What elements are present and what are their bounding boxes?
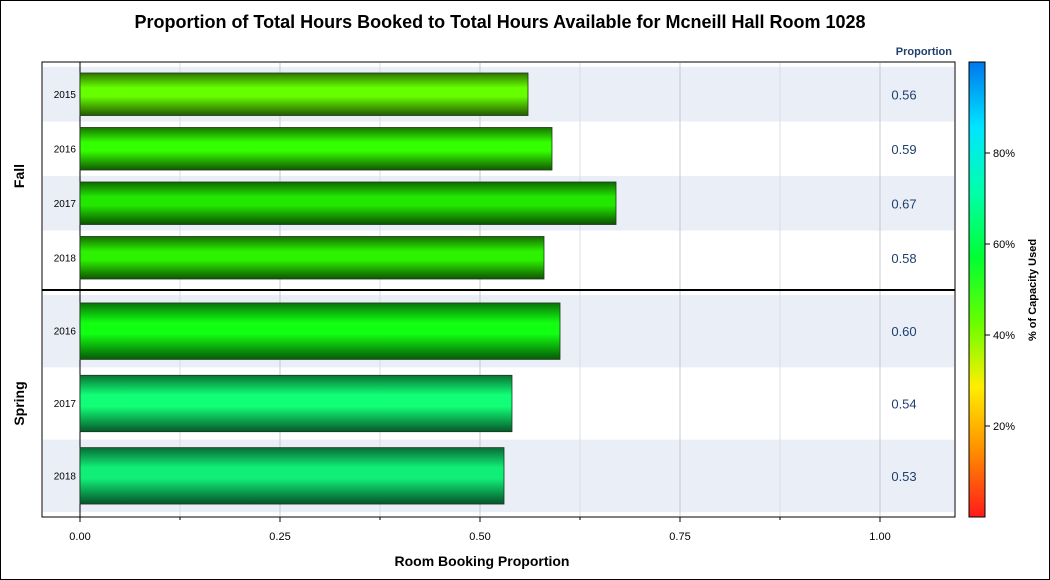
x-axis-label: Room Booking Proportion [395,553,570,569]
y-tick-label: 2016 [54,144,77,155]
legend-tick-label: 60% [993,239,1015,251]
legend-colorbar [968,61,986,518]
bar-fall-2017 [79,181,617,225]
bar-fall-2018 [79,236,545,280]
bar-spring-2017 [79,374,513,433]
y-tick-label: 2016 [54,327,77,338]
value-column-header: Proportion [896,46,952,58]
bar-fall-2015 [79,72,529,116]
panel-label-spring: Spring [11,381,27,425]
y-tick-label: 2018 [54,471,77,482]
value-label: 0.59 [891,142,916,157]
value-label: 0.58 [891,251,916,266]
chart-title: Proportion of Total Hours Booked to Tota… [134,12,865,32]
panel-label-fall: Fall [11,164,27,188]
y-tick-label: 2015 [54,90,77,101]
y-tick-label: 2017 [54,399,77,410]
bar-spring-2018 [79,447,505,505]
legend-title: % of Capacity Used [1027,239,1039,341]
color-legend: 20% 40% 60% 80% % of Capacity Used [968,61,1039,518]
value-label: 0.53 [891,469,916,484]
value-label: 0.54 [891,397,916,412]
y-tick-label: 2017 [54,199,77,210]
value-label: 0.60 [891,324,916,339]
bar-spring-2016 [79,302,561,360]
plot-area: 2015 0.56 2016 0.59 2017 0.67 2018 0.58 Fall 2016… [11,61,956,543]
value-label: 0.56 [891,87,916,102]
x-tick-label: 0.25 [269,531,290,543]
legend-tick-label: 40% [993,330,1015,342]
x-tick-label: 0.00 [69,531,90,543]
legend-tick-label: 20% [993,421,1015,433]
x-tick-label: 1.00 [869,531,890,543]
legend-tick-label: 80% [993,148,1015,160]
x-tick-label: 0.75 [669,531,690,543]
value-label: 0.67 [891,196,916,211]
y-tick-label: 2018 [54,253,77,264]
bar-fall-2016 [79,127,553,171]
x-tick-label: 0.50 [469,531,490,543]
